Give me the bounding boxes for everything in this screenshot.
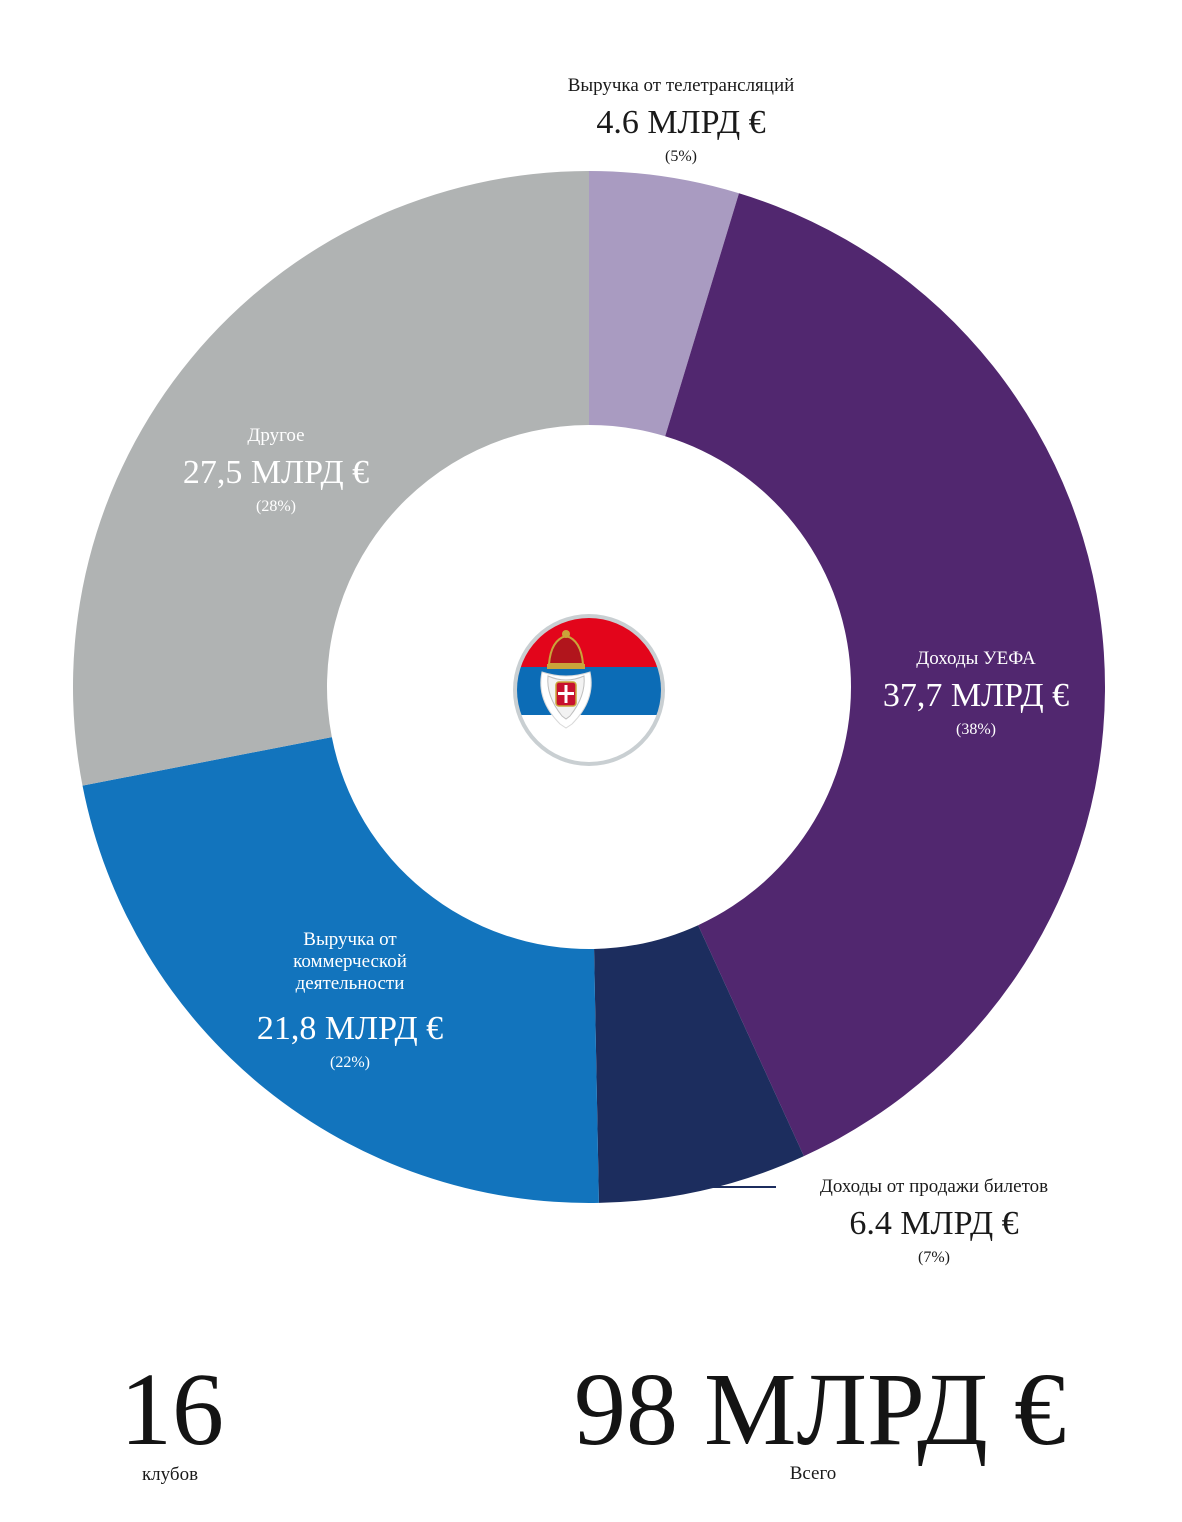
label-uefa: Доходы УЕФА 37,7 МЛРД € (38%) xyxy=(836,648,1116,739)
slice-0 xyxy=(589,171,739,437)
label-tv-value: 4.6 МЛРД € xyxy=(596,103,766,141)
label-commercial: Выручка от коммерческой деятельности xyxy=(270,929,430,995)
label-tv: Выручка от телетрансляций 4.6 МЛРД € (5%… xyxy=(500,75,862,166)
clubs-count: 16 xyxy=(120,1352,224,1467)
label-commercial-value: 21,8 МЛРД € xyxy=(256,1010,444,1047)
label-commercial-name: Выручка от коммерческой деятельности xyxy=(293,929,407,994)
label-uefa-value: 37,7 МЛРД € xyxy=(882,676,1070,714)
slice-3 xyxy=(82,737,599,1203)
slice-1 xyxy=(665,193,1105,1157)
total-value: 98 МЛРД € xyxy=(574,1352,1066,1467)
slice-2 xyxy=(594,925,804,1203)
label-other-name: Другое xyxy=(247,425,305,446)
label-tickets-value: 6.4 МЛРД € xyxy=(849,1204,1019,1242)
label-tickets-name: Доходы от продажи билетов xyxy=(819,1176,1049,1197)
clubs-caption: клубов xyxy=(141,1464,199,1485)
label-commercial-percent: (22%) xyxy=(330,1054,370,1072)
label-tickets-percent: (7%) xyxy=(918,1248,950,1266)
label-other-percent: (28%) xyxy=(256,497,296,515)
label-uefa-name: Доходы УЕФА xyxy=(916,648,1036,669)
label-uefa-percent: (38%) xyxy=(956,720,996,738)
label-other-value: 27,5 МЛРД € xyxy=(182,453,370,491)
label-commercial-figures: 21,8 МЛРД € (22%) xyxy=(210,1003,490,1072)
slice-4 xyxy=(72,171,589,786)
label-tickets: Доходы от продажи билетов 6.4 МЛРД € (7%… xyxy=(784,1176,1084,1267)
total-caption: Всего xyxy=(789,1463,837,1484)
label-tv-name: Выручка от телетрансляций xyxy=(567,75,795,96)
serbia-flag-emblem-icon xyxy=(513,614,665,766)
label-tv-percent: (5%) xyxy=(665,147,697,165)
label-other: Другое 27,5 МЛРД € (28%) xyxy=(136,425,416,516)
